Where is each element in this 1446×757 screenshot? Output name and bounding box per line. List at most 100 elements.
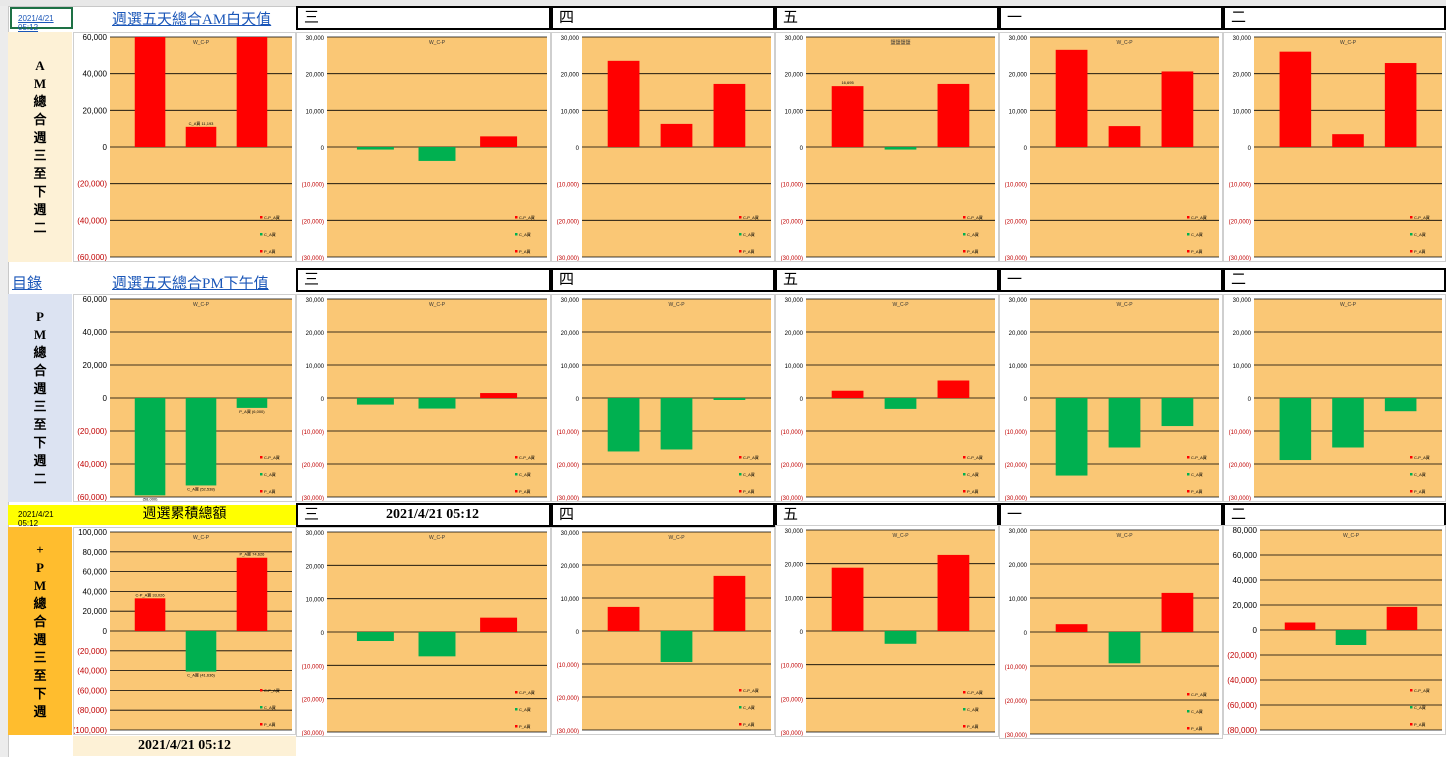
chart-sum-13[interactable]: W_C-P 30,000 20,000 10,000 0 (10,000) (20,000)… [296, 527, 551, 737]
timestamp-link[interactable]: 2021/4/21 05:12 [18, 14, 54, 32]
bar [1335, 630, 1367, 645]
legend-entry: C-P_A買 [1191, 692, 1207, 697]
legend-swatch [1410, 250, 1413, 253]
legend-swatch [1410, 473, 1413, 476]
chart-pm-6[interactable]: W_C-P 60,000 40,000 20,000 0 (20,000) (40,000)… [73, 294, 296, 502]
y-tick-label: 20,000 [306, 331, 325, 337]
chart-am-5[interactable]: W_C-P 30,000 20,000 10,000 0 (10,000) (20,000)… [1223, 32, 1446, 262]
y-tick-label: (20,000) [781, 219, 803, 225]
y-tick-label: 10,000 [561, 597, 580, 603]
chart-title: W_C-P [668, 535, 685, 541]
y-tick-label: (30,000) [781, 496, 803, 501]
bar [185, 398, 217, 486]
y-tick-label: 20,000 [1009, 563, 1028, 569]
legend-swatch [963, 490, 966, 493]
chart-sum-14[interactable]: W_C-P 30,000 20,000 10,000 0 (10,000) (20,000)… [551, 527, 775, 735]
am-title-link[interactable]: 週選五天總合AM白天值 [112, 12, 272, 28]
chart-pm-7[interactable]: W_C-P 30,000 20,000 10,000 0 (10,000) (20,000)… [296, 294, 551, 502]
bar [831, 86, 864, 147]
row-label-char: 二 [33, 220, 47, 235]
y-tick-label: (30,000) [302, 256, 324, 261]
pm-title-link[interactable]: 週選五天總合PM下午值 [112, 276, 269, 292]
y-tick-label: (10,000) [781, 430, 803, 436]
bar [418, 632, 456, 657]
legend-entry: C_A買 [1191, 232, 1203, 237]
y-tick-label: (20,000) [557, 463, 579, 469]
legend-swatch [1187, 727, 1190, 730]
y-tick-label: 30,000 [1233, 36, 1252, 42]
row-label-char: 三 [33, 650, 47, 665]
y-tick-label: (10,000) [302, 183, 324, 189]
legend-swatch [739, 456, 742, 459]
legend-swatch [1410, 689, 1413, 692]
toc-link[interactable]: 目錄 [12, 276, 43, 292]
chart-am-3[interactable]: 鹽鹽鹽鹽 30,000 20,000 10,000 0 (10,000) (20,000) (… [775, 32, 999, 262]
legend-entry: C_A買 [264, 705, 276, 710]
bar [937, 83, 970, 147]
bar [356, 632, 394, 641]
legend-swatch [1187, 456, 1190, 459]
row-label-char: 總 [33, 94, 47, 109]
y-tick-label: (100,000) [74, 726, 107, 734]
legend-entry: C_A買 [967, 232, 979, 237]
chart-title: 鹽鹽鹽鹽 [890, 39, 910, 46]
legend-swatch [739, 233, 742, 236]
bar [185, 631, 217, 672]
bar [134, 398, 166, 496]
legend-entry: P_A買 [519, 249, 531, 254]
chart-title: W_C-P [1116, 302, 1133, 308]
chart-am-2[interactable]: 30,000 20,000 10,000 0 (10,000) (20,000) (30,0… [551, 32, 775, 262]
row-label-char: 下 [33, 686, 47, 701]
chart-pm-8[interactable]: W_C-P 30,000 20,000 10,000 0 (10,000) (20,000)… [551, 294, 775, 502]
chart-sum-12[interactable]: W_C-P 100,000 80,000 60,000 40,000 20,000 0 (20… [73, 527, 296, 735]
y-tick-label: (20,000) [781, 463, 803, 469]
active-cell[interactable]: 2021/4/21 05:12 [10, 7, 73, 32]
day-header-fri-pm: 五 [775, 268, 999, 292]
bar [937, 380, 970, 398]
bar [1279, 51, 1312, 147]
data-label: P_A買 (6,000) [239, 409, 265, 414]
chart-pm-10[interactable]: W_C-P 30,000 20,000 10,000 0 (10,000) (20,000)… [999, 294, 1223, 502]
legend-swatch [1187, 710, 1190, 713]
y-tick-label: (60,000) [77, 686, 107, 695]
bar [884, 147, 917, 150]
bar [480, 136, 518, 147]
bar [356, 147, 394, 150]
legend-swatch [963, 233, 966, 236]
y-tick-label: 20,000 [83, 607, 108, 616]
y-tick-label: 10,000 [306, 109, 325, 115]
chart-pm-11[interactable]: W_C-P 30,000 20,000 10,000 0 (10,000) (20,000)… [1223, 294, 1446, 502]
row-label-char: 合 [33, 614, 47, 629]
chart-pm-9[interactable]: W_C-P 30,000 20,000 10,000 0 (10,000) (20,000)… [775, 294, 999, 502]
bar [236, 557, 268, 631]
y-tick-label: 30,000 [785, 36, 804, 42]
chart-sum-16[interactable]: W_C-P 30,000 20,000 10,000 0 (10,000) (20,000)… [999, 525, 1223, 739]
legend-swatch [1187, 216, 1190, 219]
bar [1384, 398, 1417, 412]
day-header-tue-sum: 二 [1223, 503, 1446, 527]
chart-am-1[interactable]: W_C-P 30,000 20,000 10,000 0 (10,000) (20,000)… [296, 32, 551, 262]
legend-entry: P_A買 [519, 489, 531, 494]
y-tick-label: 10,000 [306, 364, 325, 370]
y-tick-label: 20,000 [83, 106, 108, 115]
legend-swatch [1187, 490, 1190, 493]
chart-sum-17[interactable]: W_C-P 80,000 60,000 40,000 20,000 0 (20,000) (4… [1223, 525, 1446, 735]
y-tick-label: 30,000 [306, 298, 325, 304]
y-tick-label: (30,000) [1005, 733, 1027, 738]
legend-swatch [739, 706, 742, 709]
y-tick-label: 30,000 [1009, 298, 1028, 304]
bar [134, 598, 166, 631]
legend-entry: C_A買 [1414, 232, 1426, 237]
y-tick-label: 0 [321, 631, 325, 637]
chart-sum-15[interactable]: W_C-P 30,000 20,000 10,000 0 (10,000) (20,000)… [775, 525, 999, 737]
bar [356, 398, 394, 405]
y-tick-label: 30,000 [306, 531, 325, 537]
legend-entry: C-P_A買 [743, 688, 759, 693]
chart-title: W_C-P [193, 302, 210, 308]
chart-am-0[interactable]: W_C-P 60,000 40,000 20,000 0 (20,000) (40,000)… [73, 32, 296, 262]
day-header-fri: 五 [775, 6, 999, 30]
chart-am-4[interactable]: W_C-P 30,000 20,000 10,000 0 (10,000) (20,000)… [999, 32, 1223, 262]
data-label: C_A買 (41,636) [187, 673, 215, 678]
legend-swatch [963, 250, 966, 253]
